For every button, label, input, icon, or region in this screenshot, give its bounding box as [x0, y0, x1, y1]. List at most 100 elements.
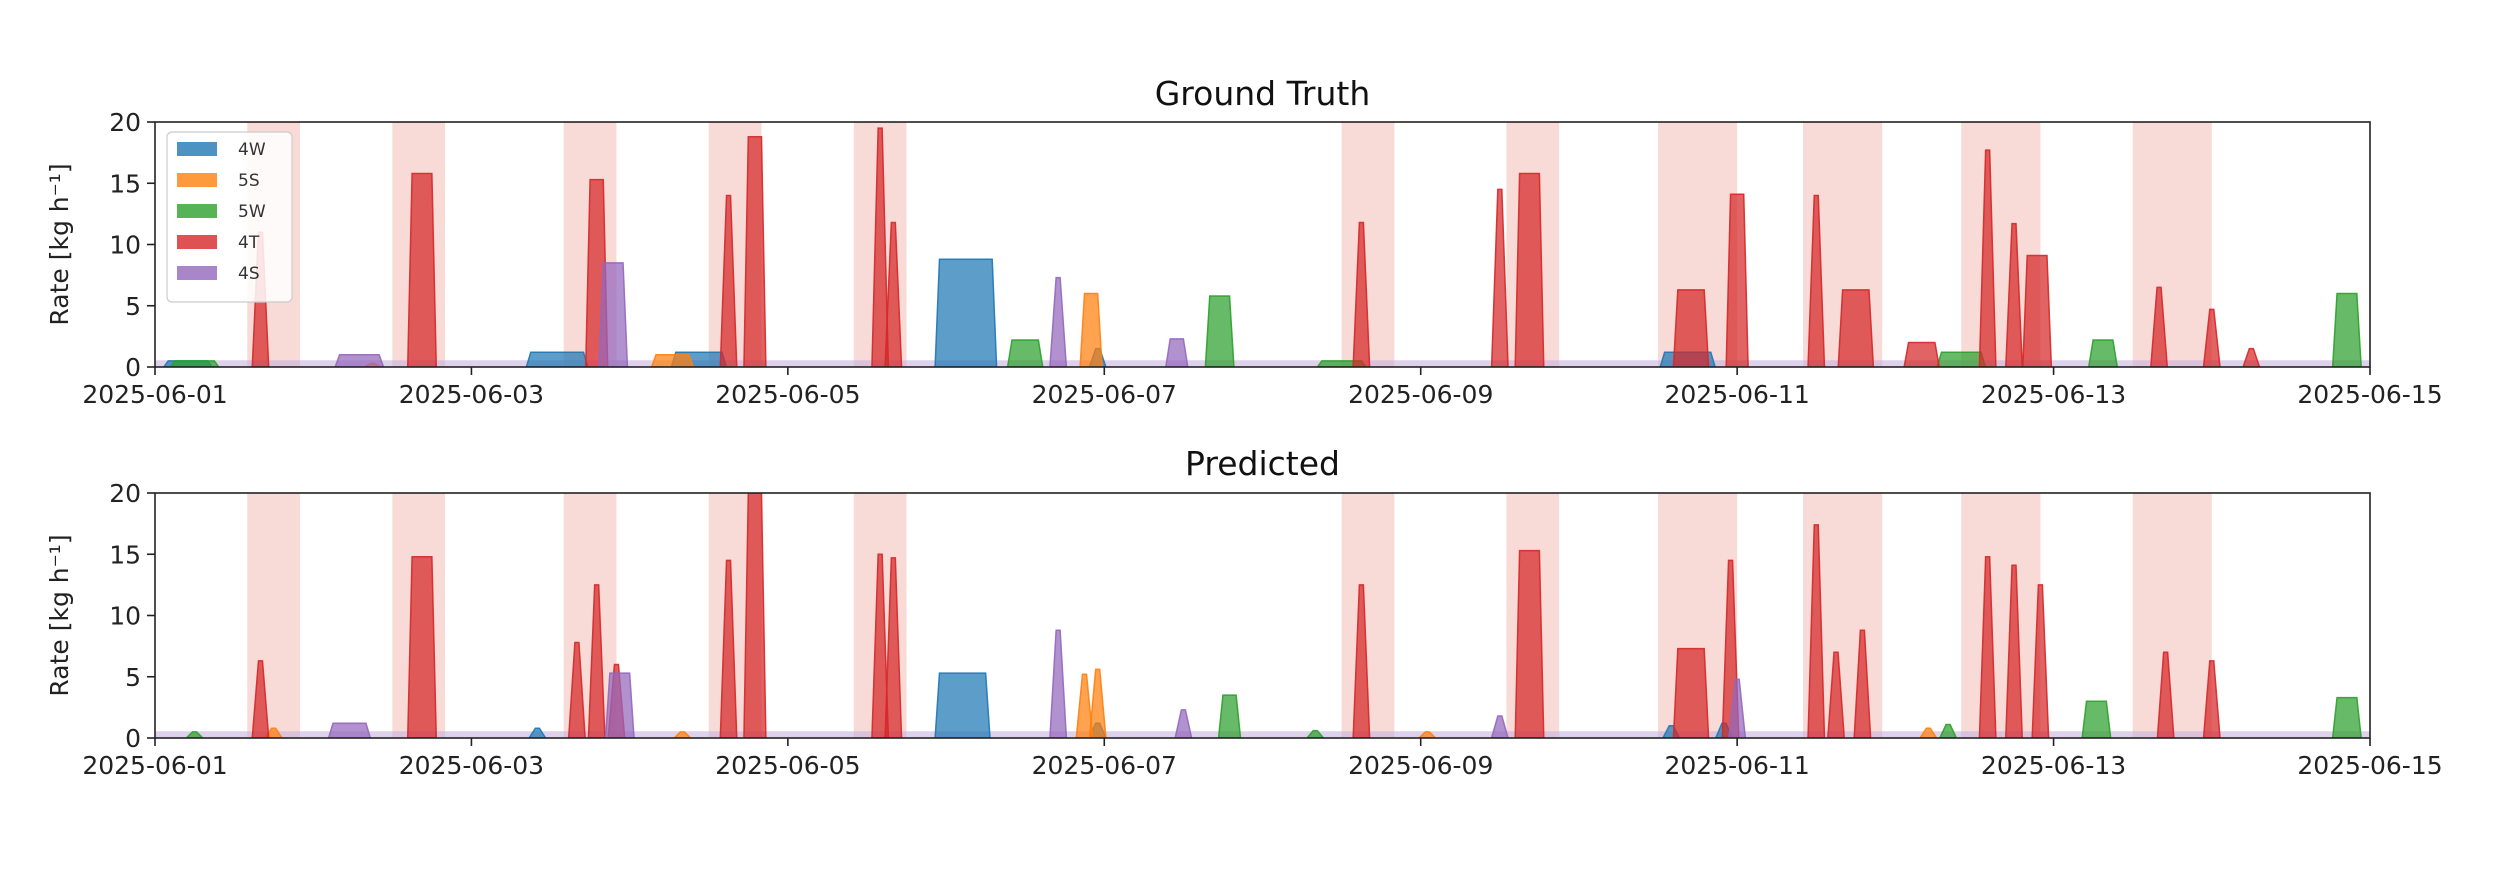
data-point-4T	[1807, 524, 1826, 738]
y-tick-label: 0	[125, 724, 141, 753]
data-point-5S	[1919, 727, 1938, 738]
data-point-4T	[2150, 286, 2169, 367]
data-point-4T	[1903, 341, 1941, 367]
data-point-4T	[1978, 555, 1997, 738]
data-point-4T	[567, 641, 586, 738]
data-point-4S	[334, 354, 385, 367]
highlight-band	[1961, 493, 2041, 738]
legend-swatch-5S	[177, 173, 217, 187]
data-point-4S	[604, 672, 635, 738]
x-tick-label: 2025-06-13	[1981, 751, 2126, 780]
x-tick-label: 2025-06-15	[2297, 751, 2442, 780]
legend-label: 4W	[238, 140, 266, 160]
data-point-4T	[871, 553, 890, 738]
legend-label: 5W	[238, 202, 266, 222]
data-point-4T	[1853, 629, 1872, 738]
x-tick-label: 2025-06-11	[1664, 751, 1809, 780]
data-point-4S	[1049, 629, 1068, 738]
data-point-4T	[1672, 647, 1710, 738]
legend: 4W 5S 5W 4T 4S	[166, 131, 293, 303]
data-point-4T	[2005, 564, 2024, 738]
data-point-4T	[2202, 308, 2221, 367]
x-tick-label: 2025-06-05	[715, 751, 860, 780]
data-point-4T	[743, 493, 767, 738]
data-point-4T	[1514, 172, 1545, 367]
y-tick-label: 10	[109, 602, 141, 631]
data-point-5S	[264, 727, 283, 738]
baseline-layer	[155, 731, 2370, 738]
data-point-5W	[2331, 292, 2362, 367]
data-point-5W	[2081, 700, 2112, 738]
data-point-4T	[406, 555, 438, 738]
baseline-layer	[155, 360, 2370, 367]
data-point-4T	[2202, 660, 2221, 738]
chart-panel-2: 0 5 10 15 20 2025-06-01 2025-06-03 2025-06-05 20…	[45, 444, 2443, 780]
series-5S	[264, 668, 1938, 738]
data-point-4T	[251, 660, 270, 738]
series-4S	[334, 262, 1189, 367]
data-point-4T	[406, 172, 438, 367]
data-point-5S	[673, 731, 692, 738]
y-tick-label: 20	[109, 479, 141, 508]
series-5W	[185, 694, 2362, 738]
data-point-4T	[1352, 221, 1371, 367]
data-point-5S	[1075, 673, 1094, 738]
data-point-4T	[1978, 149, 1997, 367]
series-4S	[327, 629, 1747, 738]
y-tick-label: 5	[125, 663, 141, 692]
data-point-4S	[1174, 709, 1193, 738]
data-point-4W	[525, 351, 589, 367]
legend-label: 4S	[238, 264, 260, 284]
data-point-4S	[598, 262, 629, 367]
x-tick-label: 2025-06-01	[82, 380, 227, 409]
y-tick-label: 10	[109, 231, 141, 260]
x-tick-label: 2025-06-11	[1664, 380, 1809, 409]
data-point-4S	[1728, 678, 1747, 738]
data-point-5W	[2087, 339, 2119, 367]
y-axis-label: Rate [kg h⁻¹]	[45, 534, 74, 696]
highlight-band	[2132, 493, 2212, 738]
data-point-5W	[185, 731, 204, 738]
data-point-5W	[1006, 339, 1044, 367]
legend-swatch-4T	[177, 235, 217, 249]
data-point-5W	[2331, 696, 2362, 738]
baseline-fill	[155, 731, 2370, 738]
legend-swatch-4S	[177, 266, 217, 280]
data-point-5S	[1079, 292, 1103, 367]
data-point-4S	[1165, 338, 1189, 367]
legend-label: 5S	[238, 171, 260, 191]
data-point-5S	[650, 354, 695, 367]
chart-title: Ground Truth	[1155, 74, 1371, 113]
data-point-4T	[1490, 188, 1509, 367]
legend-swatch-5W	[177, 204, 217, 218]
baseline-fill	[155, 360, 2370, 367]
y-tick-label: 15	[109, 169, 141, 198]
data-point-4T	[1827, 651, 1846, 738]
data-point-5W	[1939, 723, 1958, 738]
legend-label: 4T	[238, 233, 260, 253]
data-point-5W	[169, 360, 220, 367]
series-layer	[185, 493, 2362, 738]
data-point-4S	[1049, 276, 1068, 367]
x-tick-label: 2025-06-05	[715, 380, 860, 409]
data-point-4W	[528, 727, 547, 738]
chart-panel-1: 0 5 10 15 20 2025-06-01 2025-06-03 2025-06-05 20…	[45, 74, 2443, 409]
y-axis-label: Rate [kg h⁻¹]	[45, 163, 74, 325]
data-point-4T	[1352, 584, 1371, 738]
y-tick-label: 20	[109, 108, 141, 137]
data-point-4T	[884, 221, 903, 367]
data-point-4T	[1514, 549, 1545, 738]
series-layer	[162, 127, 2362, 367]
y-tick-label: 15	[109, 540, 141, 569]
series-4T	[251, 127, 2261, 367]
series-5W	[169, 292, 2362, 367]
data-point-4T	[1725, 193, 1749, 367]
data-point-4T	[2156, 651, 2175, 738]
data-point-4T	[719, 194, 738, 367]
data-point-4T	[2005, 222, 2024, 367]
data-point-4T	[2031, 584, 2050, 738]
x-tick-label: 2025-06-01	[82, 751, 227, 780]
data-point-5S	[1417, 731, 1437, 738]
data-point-5W	[1204, 295, 1235, 367]
